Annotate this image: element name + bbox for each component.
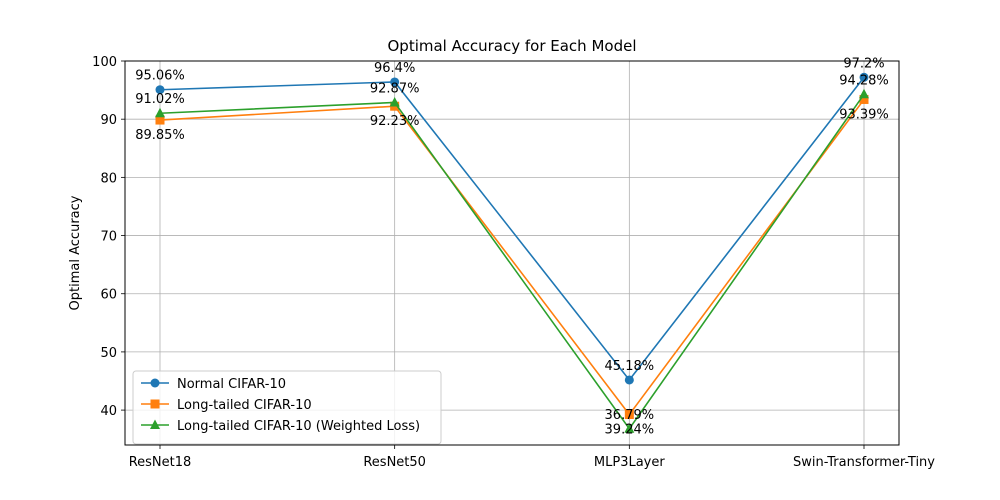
legend-item: Normal CIFAR-10 <box>141 377 286 392</box>
x-tick-label: ResNet18 <box>129 455 192 470</box>
y-tick-label: 40 <box>100 404 117 419</box>
data-point <box>624 423 635 433</box>
series-line <box>159 98 865 416</box>
data-point <box>389 96 400 107</box>
y-tick-label: 100 <box>92 55 117 70</box>
legend-label: Normal CIFAR-10 <box>177 377 286 392</box>
series-3 <box>155 88 869 433</box>
data-point <box>155 107 165 118</box>
data-label: 94.28% <box>839 73 889 88</box>
legend-marker <box>150 419 160 429</box>
data-label: 36.79% <box>605 408 655 423</box>
series-2 <box>155 94 869 420</box>
data-labels: 95.06% 96.4% 45.18% 97.2% 89.85% 92.23% 39.24%… <box>135 56 889 437</box>
y-tick-label: 90 <box>100 113 117 128</box>
legend-box <box>132 370 442 445</box>
data-label: 89.85% <box>135 128 185 143</box>
x-tick-label: Swin-Transformer-Tiny <box>793 455 935 470</box>
data-label: 92.87% <box>370 81 420 96</box>
y-tick-label: 70 <box>100 230 117 245</box>
data-point <box>859 72 869 82</box>
data-point <box>624 410 634 420</box>
data-label: 95.06% <box>135 69 185 84</box>
y-axis-label: Optimal Accuracy <box>68 195 83 310</box>
y-tick-label: 50 <box>100 346 117 361</box>
data-point <box>624 375 634 385</box>
series-line <box>159 93 865 431</box>
data-label: 45.18% <box>605 359 655 374</box>
data-label: 92.23% <box>370 114 420 129</box>
legend-marker <box>150 378 160 388</box>
plot-frame <box>124 60 900 446</box>
series-1 <box>155 72 869 385</box>
data-point <box>155 115 165 125</box>
legend-marker <box>150 399 160 409</box>
series-line <box>159 76 865 382</box>
legend-item: Long-tailed CIFAR-10 <box>141 398 312 413</box>
data-label: 97.2% <box>843 56 884 71</box>
x-axis: ResNet18 ResNet50 MLP3Layer Swin-Transforme… <box>129 445 935 470</box>
legend-item: Long-tailed CIFAR-10 (Weighted Loss) <box>141 419 420 434</box>
data-label: 91.02% <box>135 92 185 107</box>
legend-label: Long-tailed CIFAR-10 <box>177 398 312 413</box>
data-label: 93.39% <box>839 107 889 122</box>
legend-label: Long-tailed CIFAR-10 (Weighted Loss) <box>177 419 420 434</box>
y-tick-label: 80 <box>100 171 117 186</box>
x-tick-label: MLP3Layer <box>594 455 665 470</box>
x-tick-label: ResNet50 <box>363 455 426 470</box>
data-point <box>155 85 165 95</box>
data-point <box>859 94 869 104</box>
legend: Normal CIFAR-10 Long-tailed CIFAR-10 Long-… <box>132 370 442 445</box>
chart-title: Optimal Accuracy for Each Model <box>388 37 637 55</box>
data-label: 96.4% <box>374 61 415 76</box>
y-axis: 40 50 60 70 80 90 100 <box>92 55 125 419</box>
data-label: 39.24% <box>605 423 655 438</box>
series-layer <box>155 72 869 433</box>
data-point <box>859 88 869 99</box>
data-point <box>390 77 400 87</box>
y-tick-label: 60 <box>100 288 117 303</box>
